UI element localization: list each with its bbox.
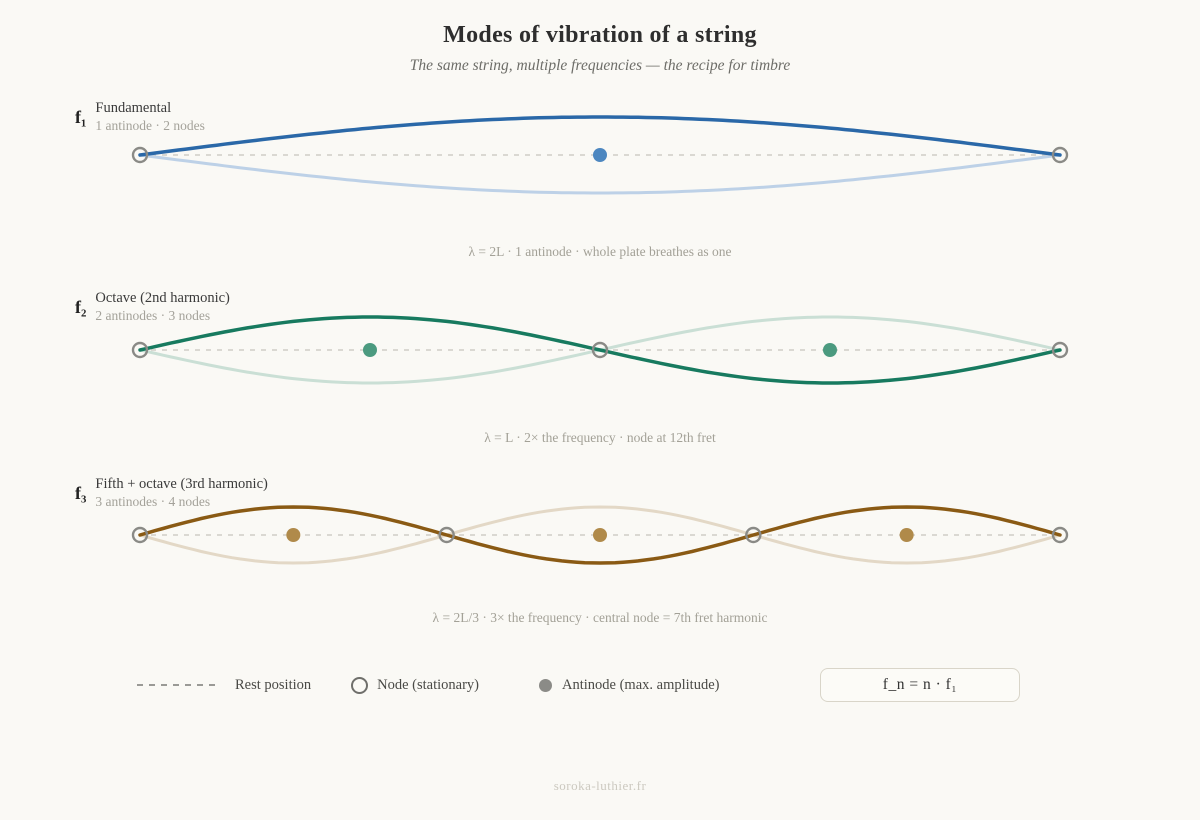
mode1-caption: λ = 2L · 1 antinode · whole plate breath… <box>468 244 732 259</box>
mode1-label: f₁ Fundamental 1 antinode · 2 nodes <box>75 99 205 135</box>
rest-position-dash-icon <box>137 684 219 686</box>
node-marker <box>1051 341 1069 359</box>
mode3-caption: λ = 2L/3 · 3× the frequency · central no… <box>432 610 768 625</box>
mode1-name: Fundamental <box>95 100 172 116</box>
node-marker <box>745 526 762 544</box>
node-circle-icon <box>351 676 369 694</box>
mode2-caption: λ = L · 2× the frequency · node at 12th … <box>484 430 716 445</box>
footer-site-credit: soroka-luthier.fr <box>553 778 647 793</box>
mode3-wave-diagram <box>131 505 1069 565</box>
node-marker <box>131 146 149 164</box>
mode1-wave-diagram <box>131 115 1069 195</box>
mode1-frequency-symbol: f₁ <box>75 106 87 127</box>
mode2-label: f₂ Octave (2nd harmonic) 2 antinodes · 3… <box>75 289 230 325</box>
node-marker <box>591 341 609 359</box>
header: Modes of vibration of a string The same … <box>0 22 1200 75</box>
mode3-name: Fifth + octave (3rd harmonic) <box>95 476 268 492</box>
wave-mirror-curve <box>138 505 1062 565</box>
node-marker <box>438 526 455 544</box>
mode3-label: f₃ Fifth + octave (3rd harmonic) 3 antin… <box>75 475 268 511</box>
node-marker <box>1051 146 1069 164</box>
mode3-frequency-symbol: f₃ <box>75 482 87 503</box>
legend-node-label: Node (stationary) <box>377 676 480 693</box>
harmonic-formula: f_n = n · f₁ <box>882 676 958 693</box>
harmonic-formula-box: f_n = n · f₁ <box>820 668 1020 702</box>
antinode-marker <box>593 528 607 542</box>
mode2-detail: 2 antinodes · 3 nodes <box>95 308 211 323</box>
wave-main-curve <box>138 315 1062 385</box>
mode2-frequency-symbol: f₂ <box>75 296 87 317</box>
legend: Rest position Node (stationary) Antinode… <box>137 670 719 700</box>
antinode-marker <box>286 528 301 542</box>
antinode-marker <box>823 343 837 357</box>
antinode-marker <box>899 528 914 542</box>
antinode-dot-icon <box>539 678 553 692</box>
antinode-marker <box>363 343 377 357</box>
mode2-wave-diagram <box>131 315 1069 385</box>
node-marker <box>131 526 149 544</box>
node-marker <box>131 341 149 359</box>
wave-main-curve <box>138 115 1062 157</box>
node-marker <box>1051 526 1069 544</box>
antinode-marker <box>593 148 607 162</box>
wave-main-curve <box>138 505 1062 565</box>
mode2-name: Octave (2nd harmonic) <box>95 290 230 306</box>
wave-mirror-curve <box>138 153 1062 195</box>
legend-antinode-label: Antinode (max. amplitude) <box>562 676 720 693</box>
legend-rest-label: Rest position <box>235 676 312 693</box>
mode3-detail: 3 antinodes · 4 nodes <box>95 494 211 509</box>
page-title: Modes of vibration of a string <box>443 22 757 48</box>
page-subtitle: The same string, multiple frequencies — … <box>409 57 791 74</box>
mode1-detail: 1 antinode · 2 nodes <box>95 118 205 133</box>
